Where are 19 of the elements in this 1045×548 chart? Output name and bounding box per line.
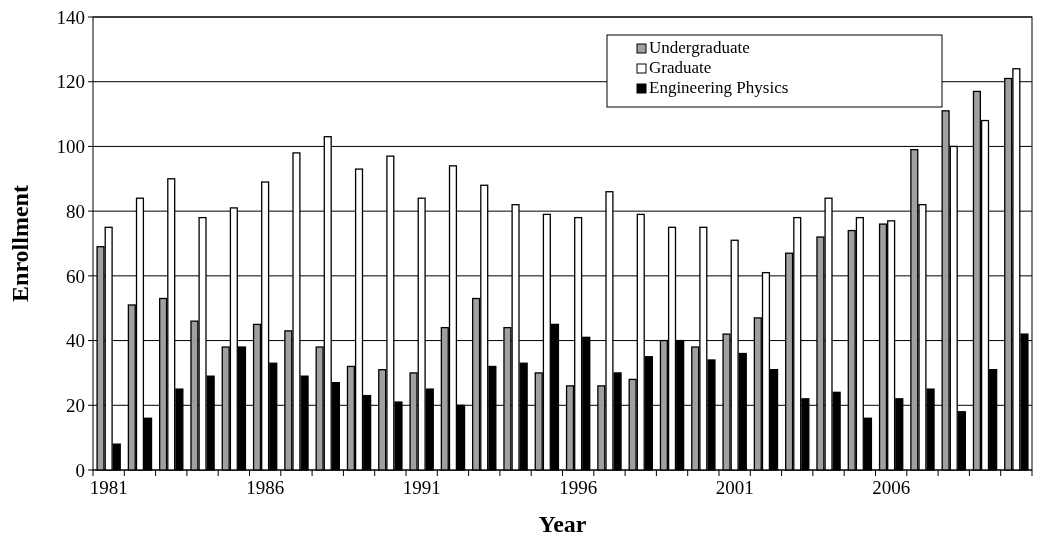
legend-label: Graduate (649, 58, 712, 77)
y-axis-title: Enrollment (7, 185, 33, 302)
x-tick-label: 1996 (559, 477, 598, 498)
x-tick-label: 1991 (402, 477, 441, 498)
y-tick-label: 40 (66, 330, 85, 352)
y-tick-label: 100 (56, 136, 85, 158)
y-tick-label: 80 (66, 200, 85, 222)
legend-label: Engineering Physics (649, 78, 789, 97)
y-tick-label: 60 (66, 265, 85, 287)
x-tick-label: 2006 (872, 477, 911, 498)
x-tick-label: 2001 (715, 477, 754, 498)
y-tick-label: 20 (66, 394, 85, 416)
x-axis-title: Year (538, 511, 587, 537)
y-tick-label: 0 (75, 459, 85, 481)
legend-label: Undergraduate (649, 38, 750, 57)
x-tick-label: 1986 (246, 477, 285, 498)
x-tick-label: 1981 (89, 477, 128, 498)
y-tick-label: 120 (56, 71, 85, 93)
y-tick-label: 140 (56, 6, 85, 28)
